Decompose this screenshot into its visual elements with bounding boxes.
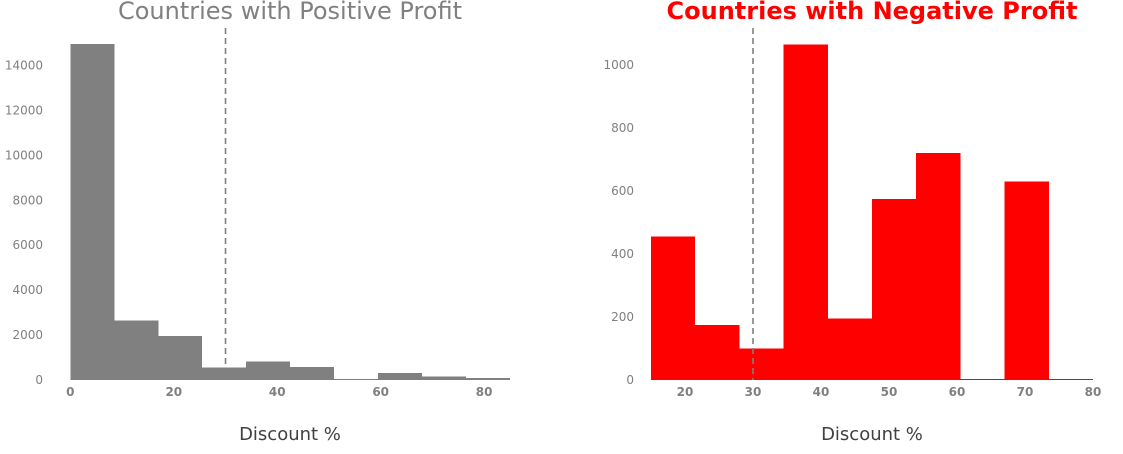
right-y-tick-label: 400 — [611, 247, 634, 261]
left-x-axis-label: Discount % — [239, 424, 341, 445]
right-bar-4 — [827, 318, 872, 380]
left-x-tick-label: 40 — [269, 385, 286, 399]
left-bar-5 — [290, 366, 335, 380]
right-x-tick-label: 70 — [1017, 385, 1034, 399]
right-bar-2 — [739, 348, 784, 380]
left-bar-1 — [114, 320, 159, 380]
left-y-tick-label: 6000 — [12, 238, 43, 252]
left-bar-6 — [334, 378, 379, 380]
left-x-tick-label: 0 — [66, 385, 74, 399]
right-bar-9 — [1048, 378, 1093, 380]
left-y-ticks: 0 2000 4000 6000 8000 10000 12000 14000 — [5, 58, 43, 387]
left-y-tick-label: 8000 — [12, 193, 43, 207]
right-bar-7 — [960, 378, 1005, 380]
left-bar-0 — [70, 44, 115, 381]
right-bars — [651, 44, 1093, 380]
left-bar-8 — [422, 376, 467, 380]
right-bar-0 — [651, 236, 696, 380]
right-y-ticks: 0 200 400 600 800 1000 — [603, 58, 634, 387]
right-y-tick-label: 600 — [611, 184, 634, 198]
right-bar-1 — [695, 324, 740, 380]
positive-profit-panel: Countries with Positive Profit Discount … — [5, 0, 510, 445]
left-bar-4 — [246, 361, 291, 380]
right-x-ticks: 20 30 40 50 60 70 80 — [677, 385, 1102, 399]
left-x-tick-label: 80 — [476, 385, 493, 399]
right-bar-6 — [916, 153, 961, 380]
left-bar-3 — [202, 367, 247, 380]
left-y-tick-label: 12000 — [5, 103, 43, 117]
right-x-tick-label: 60 — [949, 385, 966, 399]
right-bar-3 — [783, 44, 828, 380]
left-x-tick-label: 60 — [372, 385, 389, 399]
right-bar-5 — [872, 198, 917, 380]
right-x-tick-label: 20 — [677, 385, 694, 399]
left-bar-9 — [466, 377, 510, 380]
right-y-tick-label: 800 — [611, 121, 634, 135]
right-y-tick-label: 0 — [626, 373, 634, 387]
right-x-tick-label: 80 — [1085, 385, 1102, 399]
right-chart-title: Countries with Negative Profit — [667, 0, 1078, 25]
right-x-tick-label: 50 — [881, 385, 898, 399]
right-bar-8 — [1004, 181, 1049, 380]
left-chart-title: Countries with Positive Profit — [118, 0, 462, 25]
left-bars — [70, 44, 510, 381]
left-x-ticks: 0 20 40 60 80 — [66, 385, 492, 399]
left-y-tick-label: 2000 — [12, 328, 43, 342]
left-y-tick-label: 0 — [35, 373, 43, 387]
right-x-axis-label: Discount % — [821, 424, 923, 445]
right-y-tick-label: 1000 — [603, 58, 634, 72]
left-bar-7 — [378, 372, 423, 380]
left-bar-2 — [158, 336, 203, 380]
left-x-tick-label: 20 — [165, 385, 182, 399]
right-x-tick-label: 40 — [813, 385, 830, 399]
right-x-tick-label: 30 — [745, 385, 762, 399]
negative-profit-panel: Countries with Negative Profit Discount … — [603, 0, 1101, 445]
left-y-tick-label: 10000 — [5, 148, 43, 162]
right-y-tick-label: 200 — [611, 310, 634, 324]
left-y-tick-label: 14000 — [5, 58, 43, 72]
left-y-tick-label: 4000 — [12, 283, 43, 297]
